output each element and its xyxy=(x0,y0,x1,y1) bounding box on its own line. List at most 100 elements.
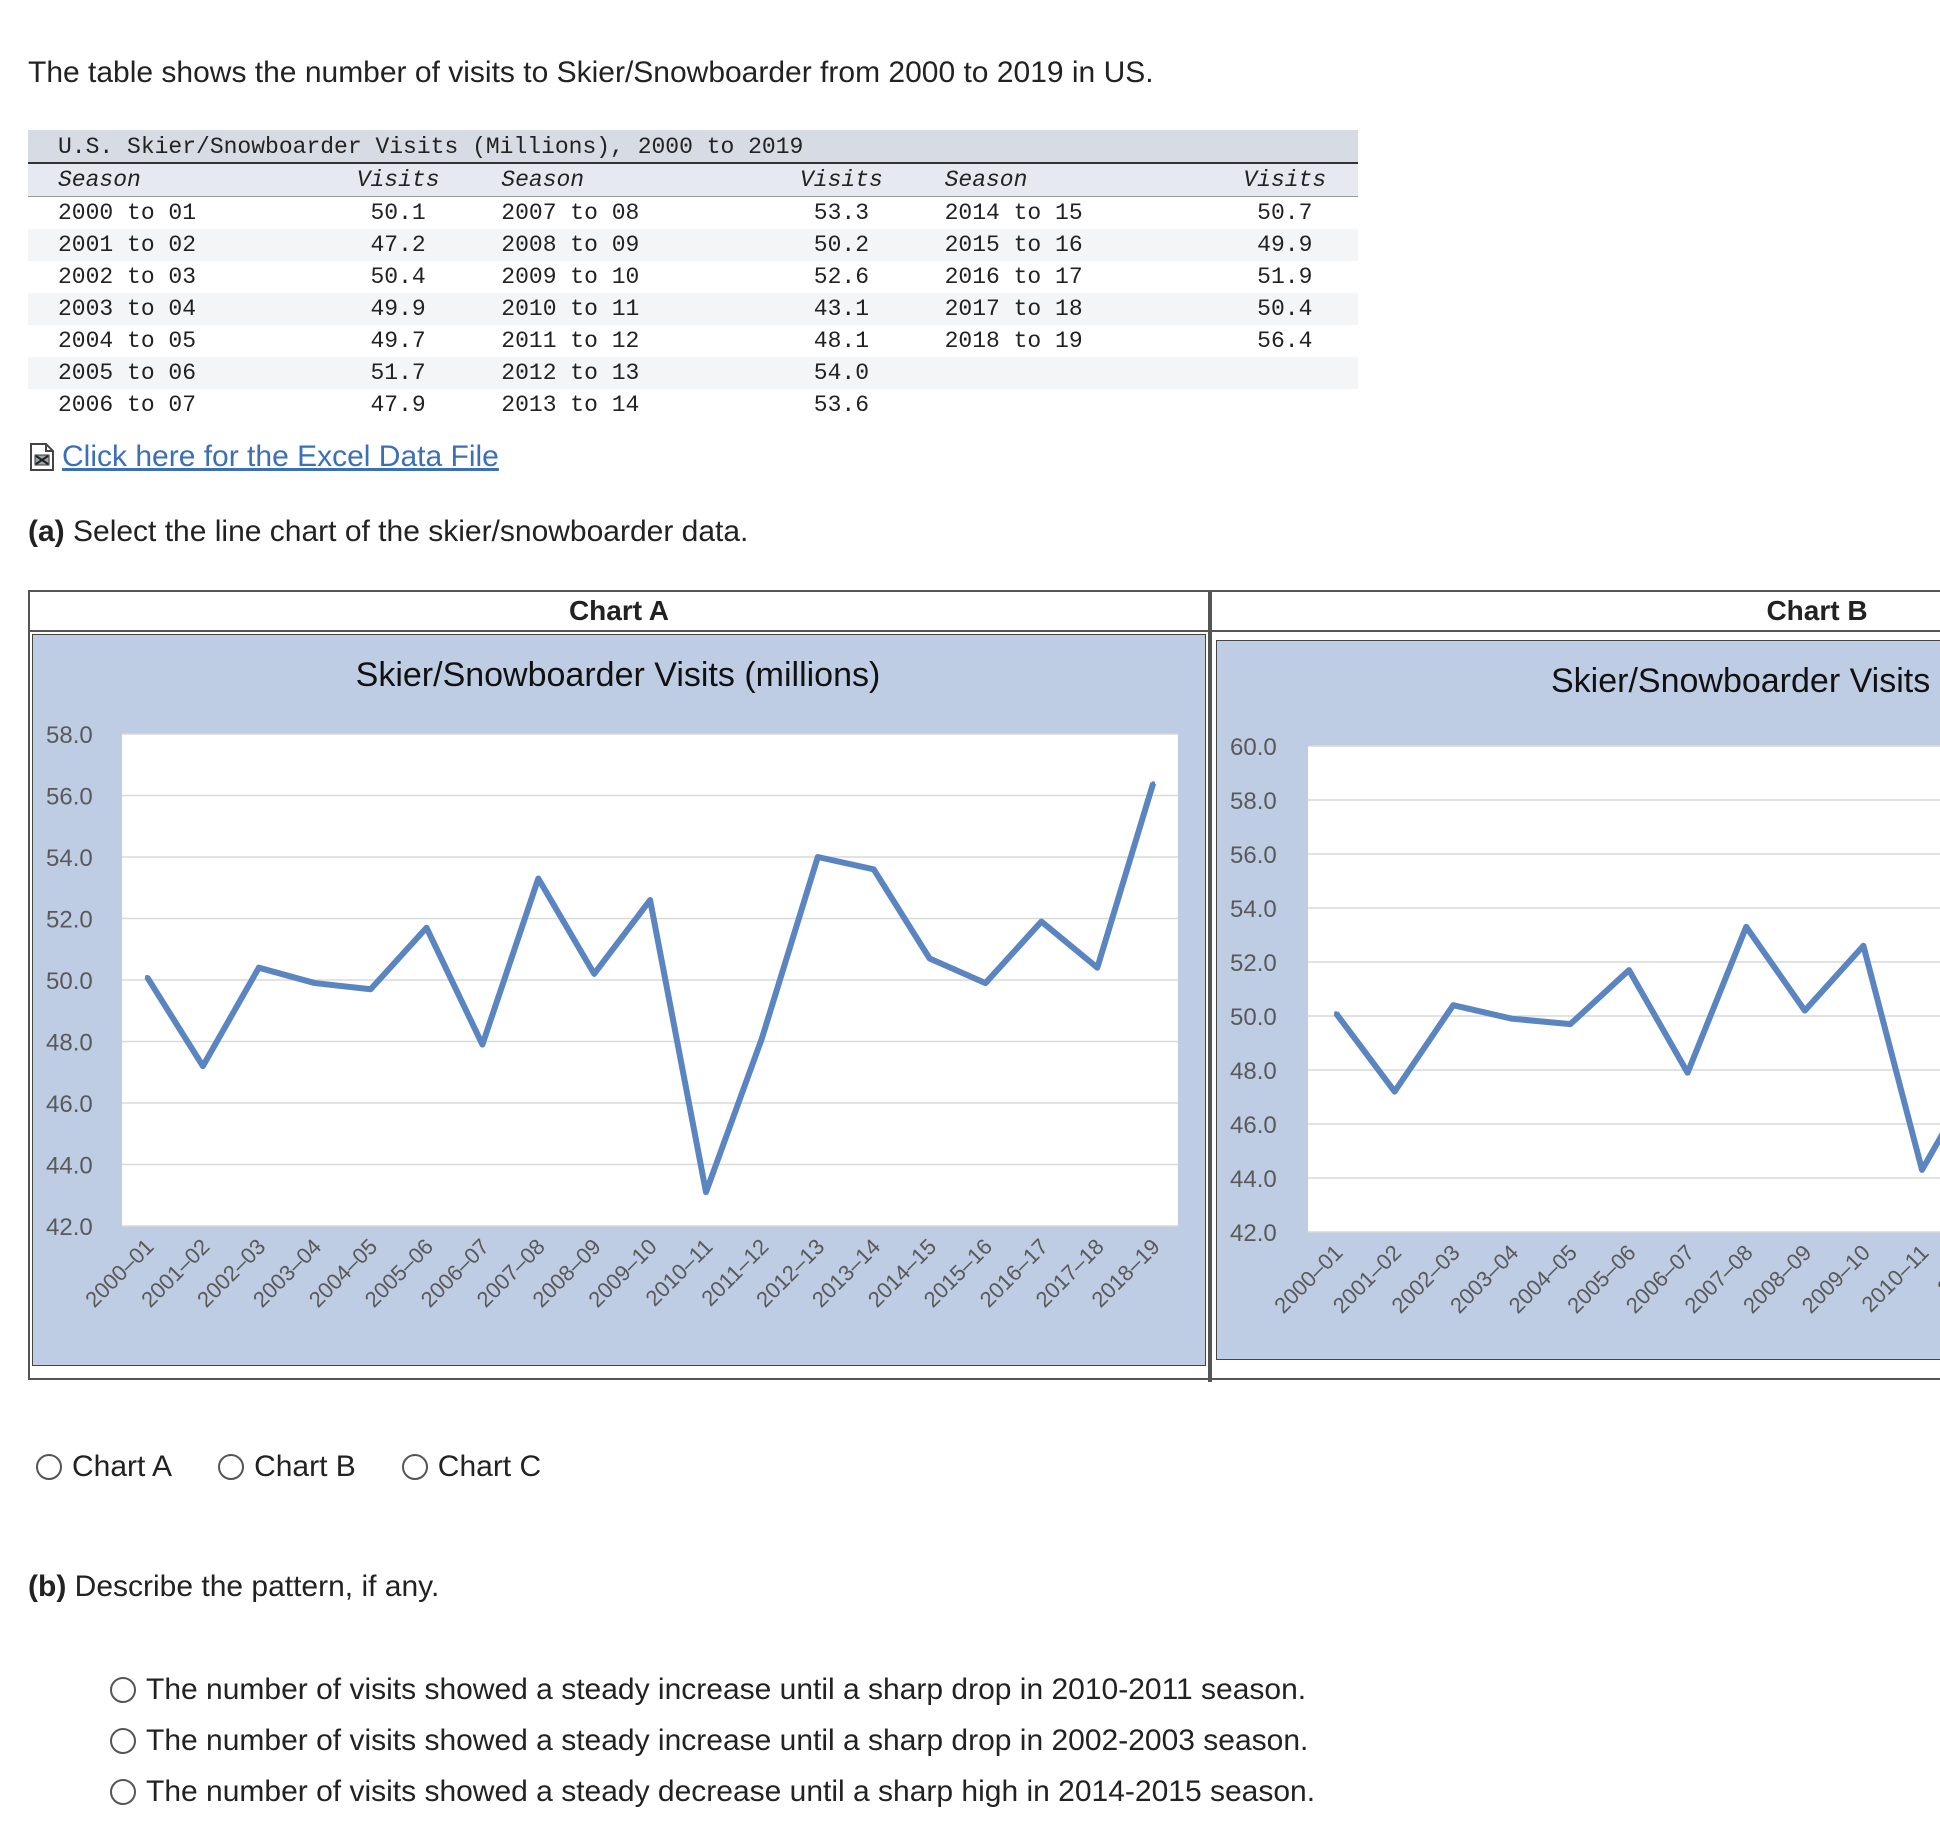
y-tick-label: 46.0 xyxy=(1230,1112,1277,1139)
table-cell: 47.2 xyxy=(324,229,472,261)
y-tick-label: 50.0 xyxy=(46,968,93,995)
table-row: 2000 to 01 50.1 2007 to 08 53.3 2014 to 15 50… xyxy=(28,197,1358,230)
y-tick-label: 50.0 xyxy=(1230,1004,1277,1031)
table-cell: 2004 to 05 xyxy=(58,328,197,354)
excel-data-link[interactable]: Click here for the Excel Data File xyxy=(28,440,499,474)
table-cell: 50.7 xyxy=(1257,200,1313,226)
chart-b: 42.0 44.0 46.0 48.0 50.0 52.0 54.0 56.0 58.0 60.0… xyxy=(1216,640,1940,1360)
y-tick-label: 54.0 xyxy=(46,845,93,872)
radio-chart-b[interactable] xyxy=(218,1454,245,1480)
data-point xyxy=(536,876,541,881)
data-table: U.S. Skier/Snowboarder Visits (Millions)… xyxy=(28,130,1358,421)
option-chart-c[interactable]: Chart C xyxy=(401,1450,541,1484)
y-tick-label: 48.0 xyxy=(46,1030,93,1057)
data-point xyxy=(759,1036,764,1041)
table-row: 2006 to 07 47.9 2013 to 14 53.6 xyxy=(28,389,1358,421)
data-point xyxy=(1095,965,1100,970)
table-cell: 49.9 xyxy=(324,293,472,325)
radio-chart-a[interactable] xyxy=(36,1454,62,1480)
y-tick-label: 58.0 xyxy=(1230,788,1277,815)
table-cell: 50.1 xyxy=(370,200,426,226)
y-tick-label: 56.0 xyxy=(46,784,93,811)
table-cell: 2002 to 03 xyxy=(58,264,197,290)
table-cell: 2008 to 09 xyxy=(471,229,769,261)
y-tick-label: 54.0 xyxy=(1230,896,1277,923)
plot-area xyxy=(1308,746,1940,1232)
table-cell: 2018 to 19 xyxy=(944,328,1083,354)
table-cell xyxy=(915,389,1212,421)
chart-a: 42.0 44.0 46.0 48.0 50.0 52.0 54.0 56.0 58.0 Skie… xyxy=(32,634,1206,1366)
data-point xyxy=(815,855,820,859)
data-point xyxy=(648,898,653,903)
charts-frame: Chart A Chart B 42.0 44.0 46.0 48.0 50.0 52.0… xyxy=(28,590,1940,1382)
series-line xyxy=(1333,923,1940,1173)
table-cell: 2013 to 14 xyxy=(501,392,640,418)
intro-text: The table shows the number of visits to … xyxy=(28,56,1154,89)
chart-title: Skier/Snowboarder Visits ( xyxy=(1551,662,1940,700)
table-cell: 2011 to 12 xyxy=(501,328,640,354)
table-cell: 2005 to 06 xyxy=(28,357,325,389)
table-row: 2003 to 04 49.9 2010 to 11 43.1 2017 to 18 50… xyxy=(28,293,1358,325)
table-cell: 2000 to 01 xyxy=(58,200,197,226)
table-cell xyxy=(914,357,1212,389)
table-cell: 2003 to 04 xyxy=(28,293,325,325)
data-point xyxy=(1685,1070,1690,1075)
column-divider xyxy=(1208,592,1212,1382)
table-cell: 52.6 xyxy=(813,264,870,290)
spreadsheet-icon xyxy=(28,442,56,472)
table-cell: 2007 to 08 xyxy=(501,200,640,226)
y-tick-label: 42.0 xyxy=(46,1214,93,1241)
chart-b-header: Chart B xyxy=(1212,592,1940,632)
table-cell: 51.9 xyxy=(1257,264,1313,290)
data-point xyxy=(1334,1011,1338,1016)
option-chart-b[interactable]: Chart B xyxy=(218,1450,356,1484)
data-point xyxy=(1627,968,1631,973)
table-cell: 2012 to 13 xyxy=(471,357,769,389)
table-cell: 56.4 xyxy=(1257,328,1313,354)
data-point xyxy=(983,981,988,986)
option-chart-a[interactable]: Chart A xyxy=(36,1450,172,1484)
table-cell: 43.1 xyxy=(768,293,915,325)
table-cell: 49.7 xyxy=(370,328,426,354)
radio-pattern-3[interactable] xyxy=(110,1779,136,1805)
table-row: 2002 to 03 50.4 2009 to 10 52.6 2016 to 17 51… xyxy=(28,261,1358,293)
table-cell: 54.0 xyxy=(768,357,915,389)
data-point xyxy=(256,965,261,970)
data-point xyxy=(312,981,317,986)
data-point xyxy=(1861,943,1866,948)
question-b: (b) Describe the pattern, if any. xyxy=(28,1570,440,1603)
data-point xyxy=(704,1190,708,1195)
radio-pattern-1[interactable] xyxy=(110,1677,136,1703)
data-point xyxy=(927,956,932,961)
y-tick-label: 56.0 xyxy=(1230,842,1277,869)
table-header: Season xyxy=(28,163,325,197)
data-point xyxy=(1039,919,1044,924)
y-tick-label: 60.0 xyxy=(1230,734,1277,761)
pattern-option-1[interactable]: The number of visits showed a steady inc… xyxy=(110,1673,1306,1707)
table-header: Season xyxy=(914,163,1212,197)
table-cell: 53.6 xyxy=(813,392,870,418)
table-cell: 51.7 xyxy=(324,357,472,389)
question-a: (a) Select the line chart of the skier/s… xyxy=(28,515,749,548)
y-tick-label: 44.0 xyxy=(46,1153,93,1180)
pattern-option-2[interactable]: The number of visits showed a steady inc… xyxy=(110,1724,1308,1758)
table-header: Visits xyxy=(768,163,915,197)
table-cell: 2010 to 11 xyxy=(471,293,769,325)
radio-chart-c[interactable] xyxy=(401,1454,428,1480)
table-cell: 50.2 xyxy=(768,229,915,261)
radio-pattern-2[interactable] xyxy=(110,1728,136,1754)
data-point xyxy=(368,987,373,992)
table-cell: 53.3 xyxy=(813,200,870,226)
y-tick-label: 42.0 xyxy=(1230,1220,1277,1247)
table-cell: 47.9 xyxy=(370,392,426,418)
data-point xyxy=(480,1042,485,1047)
table-cell: 2006 to 07 xyxy=(58,392,197,418)
y-tick-label: 58.0 xyxy=(46,722,93,749)
y-tick-label: 52.0 xyxy=(1230,950,1277,977)
chart-options: Chart A Chart B Chart C xyxy=(36,1450,541,1484)
data-point xyxy=(1802,1008,1807,1013)
excel-link-label: Click here for the Excel Data File xyxy=(62,440,499,473)
table-cell: 2014 to 15 xyxy=(944,200,1083,226)
table-row: 2004 to 05 49.7 2011 to 12 48.1 2018 to 19 56… xyxy=(28,325,1358,357)
pattern-option-3[interactable]: The number of visits showed a steady dec… xyxy=(110,1775,1315,1809)
